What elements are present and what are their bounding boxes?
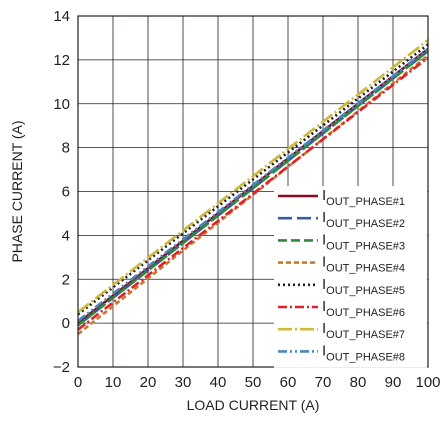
y-tick-label: 6 <box>62 184 70 201</box>
legend-label-main: I <box>322 209 326 226</box>
x-tick-label: 80 <box>350 374 367 391</box>
y-tick-label: 2 <box>62 271 70 288</box>
legend-label-subscript: OUT_PHASE#6 <box>326 307 405 319</box>
legend-label-main: I <box>322 320 326 337</box>
x-tick-label: 60 <box>280 374 297 391</box>
legend-label-phase-5: IOUT_PHASE#5 <box>322 276 405 297</box>
y-tick-label: 0 <box>62 315 70 332</box>
legend-label-main: I <box>322 298 326 315</box>
series-line-phase-7 <box>77 39 429 314</box>
legend-background <box>274 186 427 368</box>
legend-label-phase-2: IOUT_PHASE#2 <box>322 209 405 230</box>
legend-label-subscript: OUT_PHASE#2 <box>326 218 405 230</box>
legend-label-subscript: OUT_PHASE#3 <box>326 240 405 252</box>
legend: IOUT_PHASE#1IOUT_PHASE#2IOUT_PHASE#3IOUT… <box>274 186 427 368</box>
legend-label-phase-4: IOUT_PHASE#4 <box>322 254 405 275</box>
legend-label-phase-3: IOUT_PHASE#3 <box>322 231 405 252</box>
x-tick-labels: 0 10 20 30 40 50 60 70 80 90 100 <box>74 374 441 391</box>
series-line-phase-6 <box>77 56 429 331</box>
legend-label-phase-1: IOUT_PHASE#1 <box>322 187 405 208</box>
series-lines <box>77 39 429 336</box>
x-tick-label: 70 <box>315 374 332 391</box>
plot-frame <box>77 15 429 368</box>
x-tick-label: 100 <box>415 374 440 391</box>
legend-label-phase-8: IOUT_PHASE#8 <box>322 342 405 363</box>
legend-label-subscript: OUT_PHASE#8 <box>326 351 405 363</box>
x-tick-label: 0 <box>74 374 82 391</box>
y-axis-label: PHASE CURRENT (A) <box>9 120 25 262</box>
legend-label-main: I <box>322 254 326 271</box>
y-tick-label: 8 <box>62 140 70 157</box>
y-tick-label: 10 <box>53 96 70 113</box>
x-tick-label: 90 <box>385 374 402 391</box>
y-tick-label: 14 <box>53 8 70 25</box>
x-axis-label: LOAD CURRENT (A) <box>187 397 320 413</box>
series-line-phase-5 <box>77 43 429 316</box>
legend-label-subscript: OUT_PHASE#5 <box>326 285 405 297</box>
x-tick-label: 40 <box>210 374 227 391</box>
y-tick-label: 4 <box>62 227 70 244</box>
y-tick-label: −2 <box>53 359 70 376</box>
legend-label-phase-6: IOUT_PHASE#6 <box>322 298 405 319</box>
series-line-phase-3 <box>77 50 429 327</box>
x-tick-label: 30 <box>175 374 192 391</box>
x-tick-label: 50 <box>245 374 262 391</box>
legend-label-main: I <box>322 342 326 359</box>
legend-label-subscript: OUT_PHASE#4 <box>326 263 405 275</box>
y-tick-labels: −2 0 2 4 6 8 10 12 14 <box>53 8 70 376</box>
y-tick-label: 12 <box>53 52 70 69</box>
legend-label-main: I <box>322 187 326 204</box>
legend-label-subscript: OUT_PHASE#1 <box>326 196 405 208</box>
legend-label-phase-7: IOUT_PHASE#7 <box>322 320 405 341</box>
x-tick-label: 10 <box>105 374 122 391</box>
legend-label-subscript: OUT_PHASE#7 <box>326 329 405 341</box>
legend-label-main: I <box>322 276 326 293</box>
x-tick-label: 20 <box>140 374 157 391</box>
legend-label-main: I <box>322 231 326 248</box>
series-line-phase-8 <box>77 47 429 322</box>
